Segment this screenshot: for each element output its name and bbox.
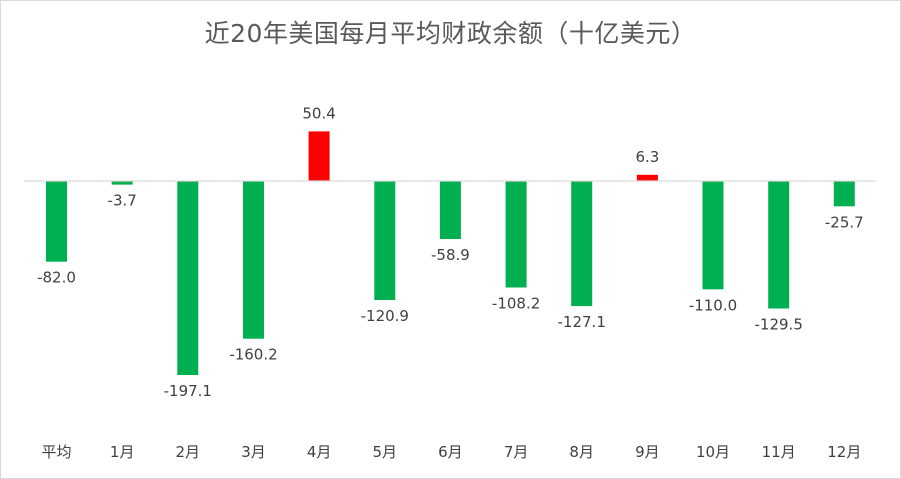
bar-8 <box>571 181 593 307</box>
bar-9 <box>636 174 658 181</box>
x-tick-label-6: 6月 <box>438 443 463 461</box>
data-label-8: -127.1 <box>558 313 606 331</box>
data-label-10: -110.0 <box>689 296 737 314</box>
data-label-0: -82.0 <box>37 269 76 287</box>
x-tick-label-12: 12月 <box>827 443 861 461</box>
data-label-1: -3.7 <box>108 192 137 210</box>
x-tick-label-7: 7月 <box>504 443 529 461</box>
data-label-5: -120.9 <box>361 307 409 325</box>
bar-6 <box>439 181 461 239</box>
bar-7 <box>505 181 527 288</box>
bar-5 <box>374 181 396 300</box>
x-tick-label-11: 11月 <box>762 443 796 461</box>
bar-2 <box>177 181 199 375</box>
chart-title: 近20年美国每月平均财政余额（十亿美元） <box>204 19 697 48</box>
x-tick-label-1: 1月 <box>110 443 135 461</box>
bar-3 <box>243 181 264 339</box>
bar-11 <box>768 181 790 309</box>
bar-10 <box>702 181 724 290</box>
bar-4 <box>308 131 330 181</box>
data-label-4: 50.4 <box>302 104 335 122</box>
data-label-7: -108.2 <box>492 295 540 313</box>
x-tick-label-2: 2月 <box>176 443 201 461</box>
bar-1 <box>111 181 133 185</box>
x-tick-label-9: 9月 <box>635 443 660 461</box>
x-tick-label-0: 平均 <box>41 443 71 461</box>
data-label-11: -129.5 <box>755 316 803 334</box>
x-tick-label-3: 3月 <box>241 443 266 461</box>
x-tick-label-4: 4月 <box>307 443 332 461</box>
data-label-9: 6.3 <box>635 148 659 166</box>
data-label-6: -58.9 <box>431 246 470 264</box>
bar-0 <box>46 181 67 262</box>
data-label-3: -160.2 <box>229 346 277 364</box>
x-tick-label-8: 8月 <box>569 443 594 461</box>
data-label-12: -25.7 <box>825 213 864 231</box>
x-tick-label-10: 10月 <box>696 443 730 461</box>
bar-12 <box>833 181 855 207</box>
x-tick-label-5: 5月 <box>373 443 398 461</box>
data-label-2: -197.1 <box>164 382 212 400</box>
